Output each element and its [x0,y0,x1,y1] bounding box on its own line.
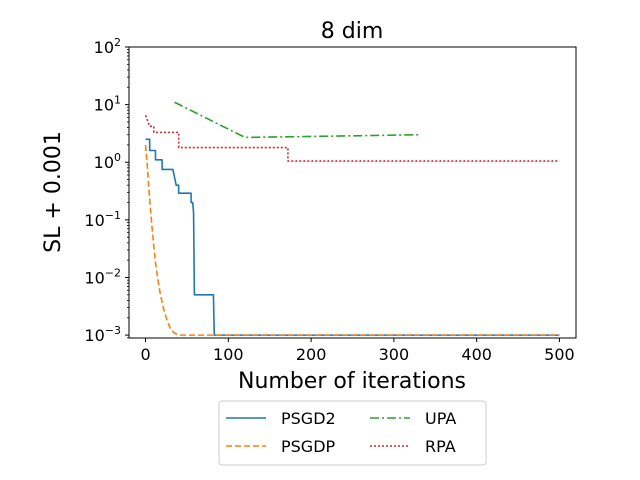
legend-label-rpa: RPA [425,437,456,456]
y-tick-label: 102 [94,36,121,57]
x-axis-label: Number of iterations [238,369,466,394]
legend-label-upa: UPA [425,409,456,428]
series-line-psgdp [144,144,560,336]
legend-frame [218,400,487,466]
y-tick-label: 10−1 [84,209,121,230]
series-line-upa [174,101,419,139]
legend: PSGD2 PSGDP UPA RPA [218,400,487,466]
y-axis-ticks: 10−3 10−2 10−1 100 101 102 [84,36,129,345]
y-axis-label: SL + 0.001 [41,131,66,253]
x-tick-label: 0 [140,345,150,364]
series-line-psgd2 [145,138,560,336]
x-tick-label: 500 [544,345,575,364]
x-tick-label: 300 [379,345,410,364]
y-tick-label: 100 [94,151,121,172]
series-line-rpa [144,115,560,162]
x-tick-label: 400 [461,345,492,364]
legend-label-psgd2: PSGD2 [281,409,336,428]
chart-title: 8 dim [321,19,384,44]
x-axis-ticks: 0 100 200 300 400 500 [140,338,575,364]
plot-area [144,101,560,336]
legend-label-psgdp: PSGDP [281,437,336,456]
x-tick-label: 200 [296,345,327,364]
y-tick-label: 10−3 [84,324,121,345]
x-tick-label: 100 [213,345,244,364]
y-tick-label: 101 [94,94,121,115]
y-tick-label: 10−2 [84,266,121,287]
